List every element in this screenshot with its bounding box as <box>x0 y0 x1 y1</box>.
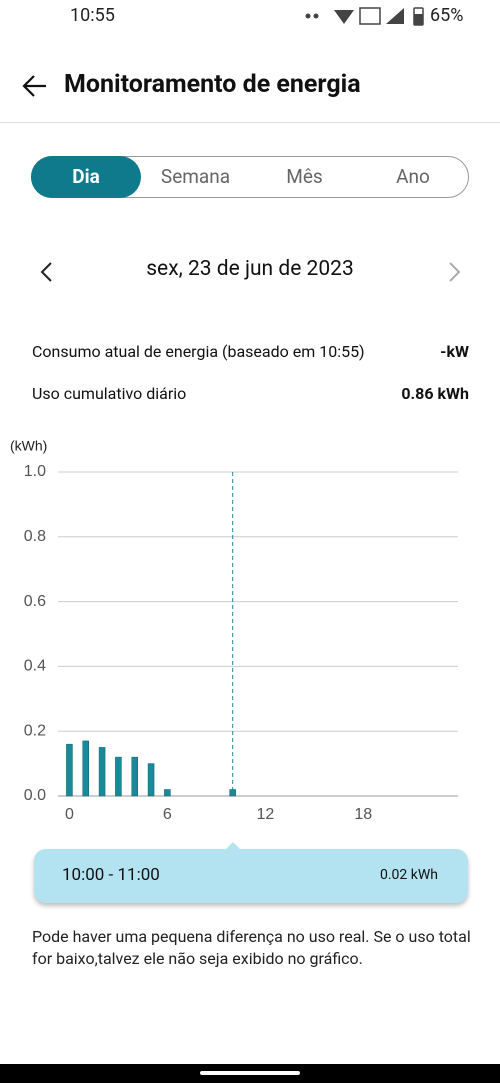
x-tick-label: 12 <box>256 806 274 823</box>
tooltip-range: 10:00 - 11:00 <box>62 865 160 885</box>
bar <box>147 763 155 797</box>
x-tick-label: 0 <box>65 806 74 823</box>
tab-bar: Dia Semana Mês Ano <box>31 156 469 198</box>
y-tick-label: 0.8 <box>24 528 46 545</box>
note: Pode haver uma pequena diferença no uso … <box>32 927 471 968</box>
tooltip: 10:00 - 11:00 0.02 kWh <box>34 849 468 903</box>
chart: (kWh) 0.0 0.2 0.4 0.6 0.8 1.0 0 6 12 18 <box>10 438 458 823</box>
nav-bar <box>0 1064 500 1083</box>
status-time: 10:55 <box>70 5 115 26</box>
x-tick-label: 6 <box>163 806 172 823</box>
bar <box>66 743 73 797</box>
bar <box>164 789 171 797</box>
x-tick-label: 18 <box>354 806 372 823</box>
home-indicator[interactable] <box>200 1071 300 1075</box>
stat-label: Uso cumulativo diário <box>32 384 187 403</box>
tooltip-pointer <box>225 842 241 850</box>
divider <box>0 122 500 123</box>
tooltip-value: 0.02 kWh <box>380 867 438 883</box>
tab[interactable]: Dia <box>31 156 141 198</box>
bar <box>115 756 122 797</box>
tab[interactable]: Mês <box>286 165 323 188</box>
y-tick-label: 1.0 <box>24 463 46 480</box>
bar <box>229 789 236 797</box>
bar <box>82 740 90 797</box>
prev-date[interactable] <box>36 260 58 284</box>
tab[interactable]: Semana <box>160 165 231 188</box>
page-title: Monitoramento de energia <box>64 70 361 99</box>
y-tick-label: 0.0 <box>24 787 46 804</box>
y-tick-label: 0.4 <box>24 658 46 675</box>
tab[interactable]: Ano <box>396 165 430 188</box>
next-date[interactable] <box>444 260 466 284</box>
y-axis-label: (kWh) <box>10 438 47 454</box>
y-tick-label: 0.6 <box>24 593 46 610</box>
stat-label: Consumo atual de energia (baseado em 10:… <box>32 342 365 361</box>
date-label: sex, 23 de jun de 2023 <box>146 257 354 281</box>
battery-level: 65% <box>430 5 464 26</box>
status-icons <box>305 7 424 26</box>
stat-value: -kW <box>440 342 469 361</box>
bar <box>98 747 106 797</box>
y-tick-label: 0.2 <box>24 722 46 739</box>
bar <box>131 756 138 797</box>
back-button[interactable] <box>20 72 50 100</box>
stat-value: 0.86 kWh <box>401 384 469 403</box>
